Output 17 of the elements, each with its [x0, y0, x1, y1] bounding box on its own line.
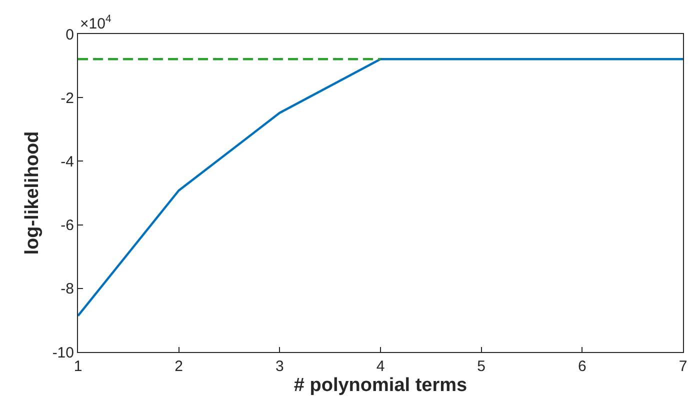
- y-tick-label: -8: [60, 280, 74, 298]
- y-tick-label: -2: [60, 90, 74, 107]
- text: ×10$^{4}$: [80, 13, 112, 32]
- y-axis-title: log-likelihood: [22, 131, 44, 255]
- x-tick-label: 4: [376, 358, 385, 375]
- x-tick-label: 7: [678, 358, 688, 375]
- y-tick-label: -6: [60, 217, 74, 234]
- x-tick-label: 6: [578, 358, 586, 375]
- line-series: [78, 58, 683, 317]
- x-tick-label: 3: [276, 358, 284, 375]
- x-tick-label: 5: [477, 358, 486, 375]
- y-tick-label: 0: [66, 26, 74, 44]
- y-tick-label: -10: [52, 344, 74, 362]
- y-tick-label: -4: [60, 153, 74, 170]
- x-tick-label: 1: [74, 358, 82, 375]
- x-axis-title: # polynomial terms: [294, 375, 468, 396]
- x-tick-label: 2: [174, 358, 183, 375]
